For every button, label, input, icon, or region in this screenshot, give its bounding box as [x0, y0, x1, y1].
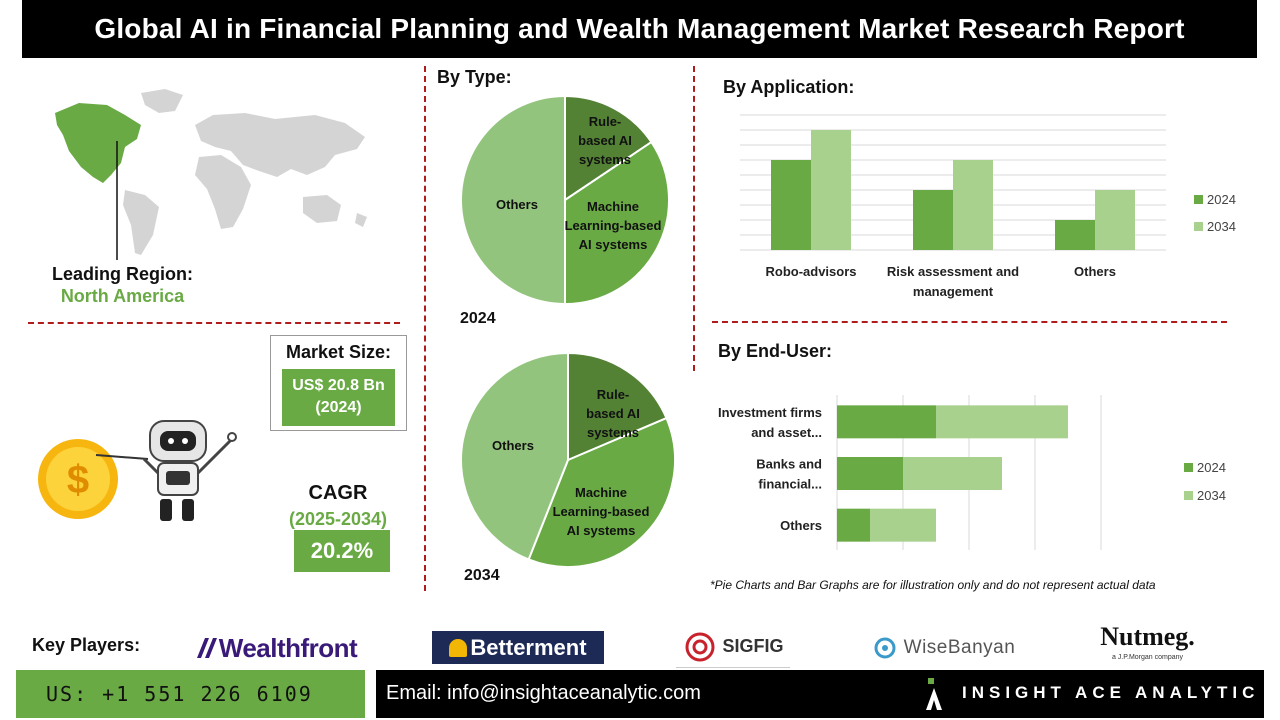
pie-slice-2 — [460, 94, 566, 306]
cagr-label: CAGR — [308, 482, 368, 504]
app-bar-2034-0 — [811, 130, 851, 250]
email-contact[interactable]: Email: info@insightaceanalytic.com — [386, 682, 701, 704]
app-bar-2034-1 — [953, 160, 993, 250]
app-category-label-0: Robo-advisors — [765, 264, 856, 279]
enduser-bar-2034-0 — [936, 405, 1068, 439]
brand-name: INSIGHT ACE ANALYTIC — [962, 683, 1260, 702]
leading-region-label: Leading Region: — [52, 264, 193, 284]
enduser-bar-2024-1 — [837, 457, 903, 490]
coin-icon: $ — [38, 439, 118, 519]
market-size-value: US$ 20.8 Bn (2024) — [282, 369, 395, 426]
enduser-category-label-0: Investment firms and asset... — [718, 405, 822, 440]
insight-ace-logo-icon — [926, 678, 942, 710]
divider-region — [28, 322, 400, 324]
pie-slice-0 — [567, 351, 668, 462]
robot-coin-illustration: $ — [38, 420, 237, 521]
app-legend-label-2024: 2024 — [1207, 192, 1236, 207]
wealthfront-mark-icon — [196, 638, 217, 658]
market-size-label: Market Size: — [285, 342, 392, 362]
betterment-logo: Betterment — [432, 631, 604, 664]
app-legend-swatch-2024 — [1194, 195, 1203, 204]
enduser-bar-2024-2 — [837, 508, 870, 542]
pie-slice-label-0: Rule-based AI systems — [586, 387, 640, 440]
app-bar-2034-2 — [1095, 190, 1135, 250]
enduser-legend-swatch-2024 — [1184, 463, 1193, 472]
enduser-legend-label-2024: 2024 — [1197, 460, 1226, 475]
nutmeg-logo: Nutmeg. a J.P.Morgan company — [1090, 616, 1205, 666]
pie-slice-label-0: Rule-based AI systems — [578, 114, 632, 167]
north-america-highlight — [55, 103, 141, 183]
pie-slice-label-1: Machine Learning-based AI systems — [565, 199, 662, 252]
betterment-mark-icon — [449, 638, 468, 657]
svg-text:$: $ — [67, 458, 89, 502]
enduser-bar-2034-1 — [903, 457, 1002, 490]
market-size-amount: US$ 20.8 Bn — [292, 377, 385, 394]
enduser-bar-2024-0 — [837, 405, 936, 439]
enduser-legend-swatch-2034 — [1184, 491, 1193, 500]
enduser-category-label-2: Others — [780, 518, 822, 533]
world-map — [55, 89, 367, 260]
leading-region-value: North America — [60, 286, 185, 306]
enduser-category-label-1: Banks and financial... — [756, 457, 822, 492]
betterment-logo-text: Betterment — [470, 634, 587, 660]
app-legend-swatch-2034 — [1194, 222, 1203, 231]
application-bar-chart: Robo-advisors Risk assessment and manageme… — [740, 114, 1236, 299]
wealthfront-logo: Wealthfront — [188, 632, 364, 664]
pie-year-2024: 2024 — [460, 310, 496, 327]
pie-year-2034: 2034 — [464, 567, 500, 584]
sigfig-logo-text: SIGFIG — [722, 636, 784, 656]
pie-slice-2 — [460, 351, 569, 561]
pie-chart-2024: Rule-based AI systems Machine Learning-base… — [460, 94, 670, 306]
sigfig-logo: SIGFIG — [676, 626, 790, 668]
chart-footnote: *Pie Charts and Bar Graphs are for illus… — [710, 578, 1156, 592]
phone-contact[interactable]: US: +1 551 226 6109 — [16, 670, 365, 718]
wisebanyan-mark-icon — [874, 637, 896, 659]
footer-bar: Email: info@insightaceanalytic.com INSIG… — [376, 670, 1264, 718]
pie-slice-0 — [564, 94, 653, 202]
end-user-bar-chart: Investment firms and asset... Banks and fin… — [718, 395, 1226, 550]
other-continents — [123, 89, 367, 255]
enduser-legend-label-2034: 2034 — [1197, 488, 1226, 503]
app-category-label-2: Others — [1074, 264, 1116, 279]
phone-number: US: +1 551 226 6109 — [46, 682, 313, 706]
app-legend-label-2034: 2034 — [1207, 219, 1236, 234]
pie-slice-label-2: Others — [492, 438, 534, 453]
pie-slice-label-2: Others — [496, 197, 538, 212]
report-title: Global AI in Financial Planning and Weal… — [22, 0, 1257, 58]
app-category-label-1: Risk assessment and management — [887, 264, 1019, 299]
nutmeg-logo-text: Nutmeg. — [1100, 621, 1195, 651]
divider-left — [424, 66, 426, 591]
pie-slice-1 — [527, 416, 676, 568]
pie-slice-label-1: Machine Learning-based AI systems — [553, 485, 650, 538]
robot-icon — [142, 420, 237, 521]
wisebanyan-logo-text: WiseBanyan — [903, 637, 1016, 658]
by-type-heading: By Type: — [437, 67, 512, 87]
by-application-heading: By Application: — [723, 77, 855, 97]
wisebanyan-logo: WiseBanyan — [858, 633, 1028, 663]
divider-application — [712, 321, 1227, 323]
market-size-card: Market Size: US$ 20.8 Bn (2024) — [270, 335, 407, 431]
divider-right — [693, 66, 695, 371]
cagr-value: 20.2% — [294, 530, 390, 572]
pie-chart-2034: Rule-based AI systems Machine Learning-base… — [460, 351, 676, 568]
cagr-period: (2025-2034) — [288, 509, 388, 529]
sigfig-mark-icon — [685, 632, 715, 661]
key-players-label: Key Players: — [32, 635, 141, 655]
app-bar-2024-0 — [771, 160, 811, 250]
pie-slice-1 — [564, 140, 670, 306]
enduser-bar-2034-2 — [870, 508, 936, 542]
nutmeg-logo-subtext: a J.P.Morgan company — [1111, 653, 1184, 661]
app-bar-2024-2 — [1055, 220, 1095, 250]
by-end-user-heading: By End-User: — [718, 341, 833, 361]
app-bar-2024-1 — [913, 190, 953, 250]
wealthfront-logo-text: Wealthfront — [218, 632, 358, 663]
market-size-year: (2024) — [315, 399, 362, 416]
